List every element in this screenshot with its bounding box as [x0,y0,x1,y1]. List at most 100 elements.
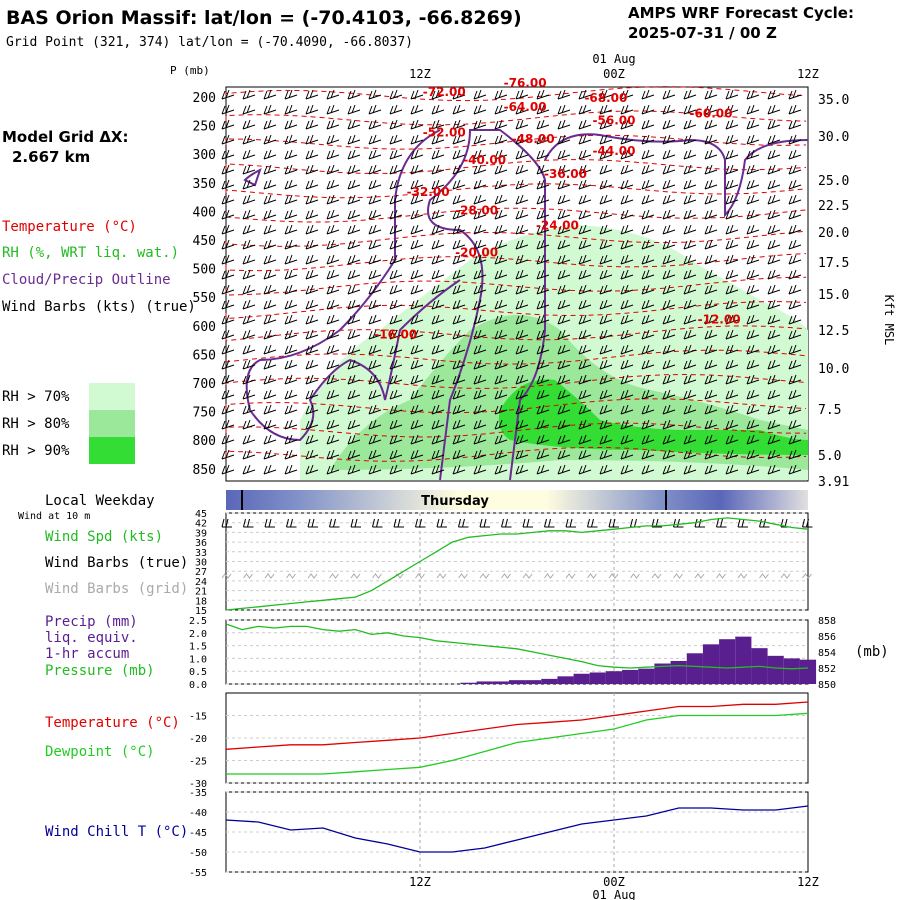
weekday-day-label: Thursday [421,494,489,509]
wind-barb-flag [641,210,646,220]
wind-barb-flag [515,210,520,220]
wind-barb-shaft [305,409,319,415]
wind-barb-flag [372,164,377,174]
wind-barb-flag [410,105,415,115]
wind-barb-flag [620,90,625,100]
surface-wind-barb-flag [372,518,375,528]
wind-barb-flag [536,405,541,415]
wind-barb-shaft [704,184,718,190]
wind-barb-flag [708,464,713,474]
wind-barb-shaft [326,139,340,145]
wind-barb-flag [771,104,776,114]
temperature-contour [225,276,807,296]
wind-barb-shaft [452,289,466,295]
wind-barb-shaft [536,94,550,100]
wind-barb-shaft [410,259,424,265]
wind-barb-shaft [599,424,613,430]
wind-barb-flag [599,315,604,325]
xsec-ytick: 800 [193,434,216,449]
wind-barb-flag [431,375,436,385]
wind-barb-shaft [536,184,550,190]
wind-barb-shaft [620,94,634,100]
wind-barb-flag [288,149,293,159]
wind-barb-shaft [368,334,382,340]
wind-barb-shaft [221,139,235,145]
wind-barb-flag [263,165,268,175]
wind-barb [494,164,508,175]
wind-barb-flag [410,450,415,460]
wind-barb [263,254,277,265]
wind-barb-shaft [704,199,718,205]
wind-barb-flag [456,434,461,444]
wind-barb-shaft [662,334,676,340]
wind-barb-flag [582,119,587,129]
wind-barb-flag [750,314,755,324]
wind-barb-flag [389,345,394,355]
wind-barb-shaft [641,244,655,250]
wind-barb-flag [347,165,352,175]
wind-barb-shaft [746,109,760,115]
wind-barb [599,464,613,475]
wind-barb [536,299,550,310]
wind-barb [788,179,802,190]
wind-barb-flag [473,375,478,385]
wind-barb-shaft [284,304,298,310]
wind-barb-flag [536,270,541,280]
wind-barb-flag [288,299,293,309]
wind-barb-flag [477,149,482,159]
wind-barb-flag [515,300,520,310]
grid-wind-barb [307,573,318,579]
wind-barb-shaft [704,229,718,235]
wind-barb [704,449,718,460]
wind-barb [599,389,613,400]
wind-barb-flag [561,269,566,279]
wind-barb [494,104,508,115]
grid-wind-barb-shape [694,573,705,579]
wind-barb-shaft [410,139,424,145]
wind-barb-flag [746,435,751,445]
wind-barb [326,119,340,130]
wind-barb-flag [246,119,251,129]
wind-barb-flag [494,390,499,400]
wind-barb-flag [557,240,562,250]
wind-barb-flag [561,434,566,444]
wind-barb [704,104,718,115]
wind-barb-flag [788,120,793,130]
wind-barb-shaft [473,244,487,250]
wind-barb [683,269,697,280]
wind-barb-flag [393,194,398,204]
wind-barb-flag [624,419,629,429]
wind-barb-flag [368,420,373,430]
wind-barb-shaft [788,259,802,265]
surface-wind-barb-flag [526,518,530,528]
wind-barb-flag [750,239,755,249]
wind-barb [536,374,550,385]
wind-barb-shaft [347,184,361,190]
surface-wind-barb-flag [720,518,723,528]
wind-barb-shaft [410,214,424,220]
wind-barb [326,284,340,295]
pressure-ytick: 850 [818,680,836,691]
wind-barb-shaft [431,109,445,115]
wind-barb [788,89,802,100]
wind-barb [578,269,592,280]
wind-barb-shaft [242,199,256,205]
wind-barb-flag [284,105,289,115]
wind-barb-flag [284,405,289,415]
wind-barb [620,449,634,460]
wind-barb-flag [431,285,436,295]
wind-barb-flag [330,314,335,324]
wind-barb-flag [599,360,604,370]
wind-barb-flag [683,165,688,175]
wind-barb [788,314,802,325]
wind-barb-flag [326,180,331,190]
wind-barb-shaft [368,274,382,280]
wind-barb-shaft [662,454,676,460]
wind-barb [515,284,529,295]
grid-wind-barb [651,573,662,579]
wind-barb-flag [410,390,415,400]
wind-barb [305,269,319,280]
wind-barb [620,209,634,220]
wind-barb-flag [557,390,562,400]
wind-barb [347,269,361,280]
